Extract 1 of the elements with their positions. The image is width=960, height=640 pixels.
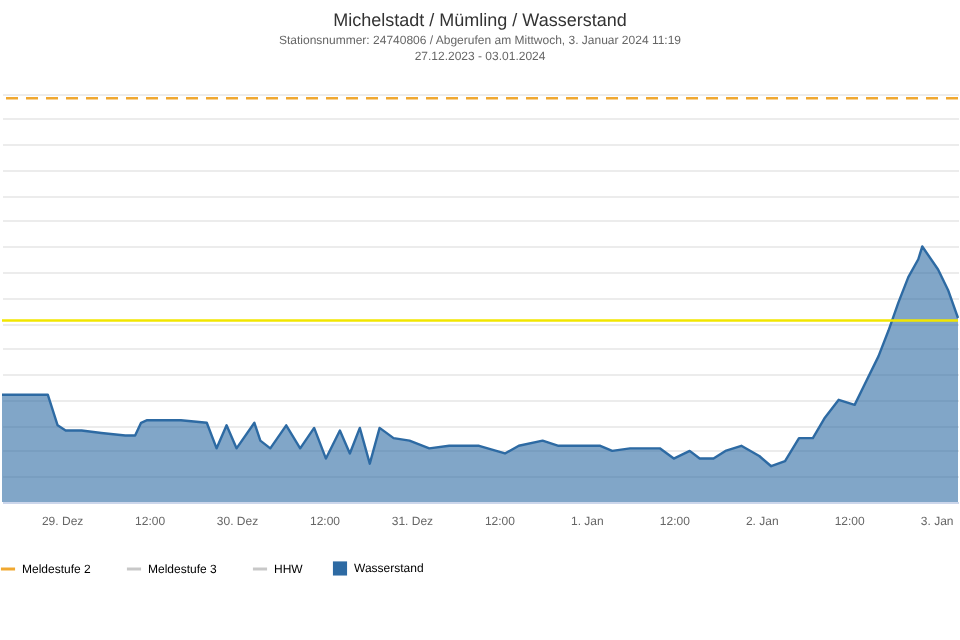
- chart-title: Michelstadt / Mümling / Wasserstand: [333, 10, 627, 30]
